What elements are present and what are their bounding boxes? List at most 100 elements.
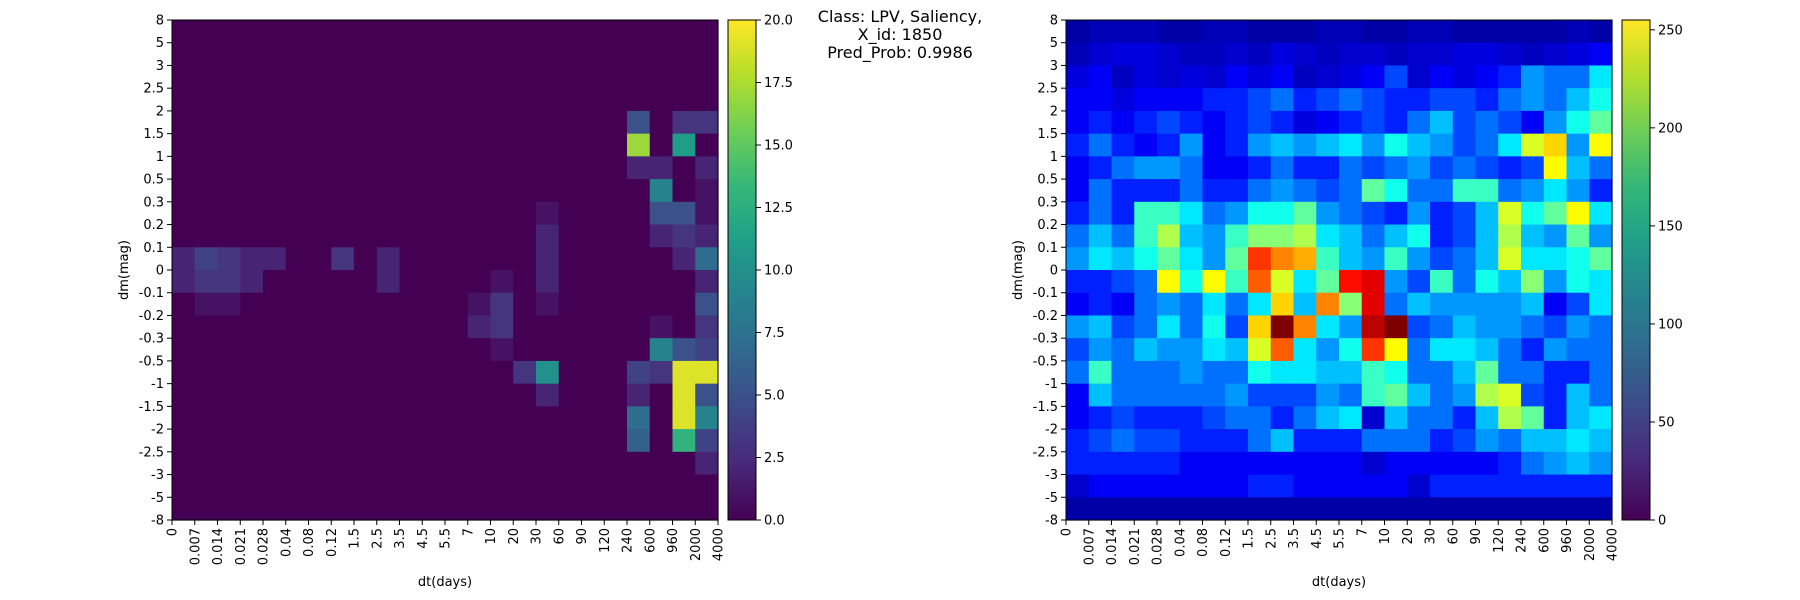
heatmap-cell xyxy=(558,270,583,294)
heatmap-cell xyxy=(1589,179,1613,203)
heatmap-cell xyxy=(467,406,492,430)
heatmap-cell xyxy=(1179,429,1204,453)
heatmap-cell xyxy=(513,247,537,271)
heatmap-cell xyxy=(1316,179,1340,203)
heatmap-cell xyxy=(263,497,287,521)
x-tick-label: 1.5 xyxy=(348,528,363,549)
heatmap-cell xyxy=(1111,270,1135,294)
heatmap-cell xyxy=(695,429,719,453)
heatmap-cell xyxy=(285,65,310,89)
heatmap-cell xyxy=(1293,65,1317,89)
heatmap-cell xyxy=(1248,406,1272,430)
x-tick-label: 0.04 xyxy=(279,528,294,557)
colorbar-tick-label: 12.5 xyxy=(764,201,793,216)
heatmap-cell xyxy=(1498,474,1522,498)
heatmap-cell xyxy=(1088,338,1113,362)
heatmap-cell xyxy=(649,383,674,407)
heatmap-cell xyxy=(1179,156,1204,180)
heatmap-cell xyxy=(1111,360,1135,385)
heatmap-cell xyxy=(308,42,332,67)
heatmap-cell xyxy=(331,360,355,385)
heatmap-cell xyxy=(1475,292,1499,317)
heatmap-cell xyxy=(1407,360,1431,385)
heatmap-cell xyxy=(194,133,219,157)
heatmap-cell xyxy=(604,429,628,453)
heatmap-cell xyxy=(285,42,310,67)
heatmap-cell xyxy=(399,133,423,157)
heatmap-cell xyxy=(1111,497,1135,521)
heatmap-cell xyxy=(1225,88,1249,112)
heatmap-cell xyxy=(1566,497,1590,521)
y-tick-label: -1.5 xyxy=(139,400,164,415)
x-axis-label: dt(days) xyxy=(1312,575,1366,590)
heatmap-cell xyxy=(1521,315,1545,339)
heatmap-cell xyxy=(1293,247,1317,271)
heatmap-cell xyxy=(194,338,219,362)
heatmap-cell xyxy=(194,406,219,430)
heatmap-cell xyxy=(1543,270,1568,294)
heatmap-cell xyxy=(649,224,674,248)
x-tick-label: 960 xyxy=(666,528,681,553)
heatmap-cell xyxy=(558,247,583,271)
heatmap-cell xyxy=(1384,270,1408,294)
heatmap-cell xyxy=(285,338,310,362)
heatmap-cell xyxy=(695,201,719,226)
heatmap-cell xyxy=(217,383,241,407)
heatmap-cell xyxy=(263,247,287,271)
heatmap-cell xyxy=(240,497,264,521)
heatmap-cell xyxy=(1498,451,1522,476)
heatmap-cell xyxy=(1452,224,1477,248)
heatmap-cell xyxy=(467,451,492,476)
heatmap-cell xyxy=(627,474,651,498)
heatmap-cell xyxy=(354,201,378,226)
heatmap-cell xyxy=(263,315,287,339)
heatmap-cell xyxy=(1361,315,1386,339)
heatmap-cell xyxy=(172,292,196,317)
colorbar-tick-label: 20.0 xyxy=(764,14,793,29)
heatmap-cell xyxy=(1293,224,1317,248)
heatmap-cell xyxy=(217,42,241,67)
heatmap-cell xyxy=(1407,497,1431,521)
heatmap-cell xyxy=(1452,270,1477,294)
heatmap-cell xyxy=(263,338,287,362)
heatmap-cell xyxy=(649,497,674,521)
heatmap-cell xyxy=(1430,406,1454,430)
heatmap-cell xyxy=(422,65,446,89)
heatmap-cell xyxy=(1111,20,1135,44)
heatmap-cell xyxy=(1361,360,1386,385)
heatmap-cell xyxy=(1521,133,1545,157)
heatmap-cell xyxy=(285,451,310,476)
heatmap-cell xyxy=(558,474,583,498)
heatmap-cell xyxy=(1543,179,1568,203)
heatmap-cell xyxy=(376,247,401,271)
heatmap-cell xyxy=(1202,133,1226,157)
heatmap-cell xyxy=(285,383,310,407)
heatmap-cell xyxy=(1134,497,1158,521)
heatmap-cell xyxy=(1179,360,1204,385)
figure-title-line-xid: X_id: 1850 xyxy=(857,25,943,44)
heatmap-cell xyxy=(445,270,469,294)
heatmap-cell xyxy=(695,20,719,44)
heatmap-cell xyxy=(627,383,651,407)
heatmap-cell xyxy=(445,88,469,112)
heatmap-cell xyxy=(1293,406,1317,430)
heatmap-cell xyxy=(490,201,514,226)
heatmap-cell xyxy=(604,88,628,112)
heatmap-cell xyxy=(1111,224,1135,248)
heatmap-cell xyxy=(1475,429,1499,453)
heatmap-cell xyxy=(1521,497,1545,521)
heatmap-cell xyxy=(1088,497,1113,521)
heatmap-cell xyxy=(1270,474,1295,498)
heatmap-cell xyxy=(1248,315,1272,339)
heatmap-cell xyxy=(1589,65,1613,89)
heatmap-cell xyxy=(1452,338,1477,362)
heatmap-cell xyxy=(627,42,651,67)
heatmap-cell xyxy=(376,474,401,498)
heatmap-cell xyxy=(604,315,628,339)
heatmap-cell xyxy=(1475,201,1499,226)
heatmap-cell xyxy=(536,224,560,248)
heatmap-cell xyxy=(1475,338,1499,362)
heatmap-cell xyxy=(1452,201,1477,226)
heatmap-cell xyxy=(1475,497,1499,521)
y-tick-label: -2.5 xyxy=(139,445,164,460)
